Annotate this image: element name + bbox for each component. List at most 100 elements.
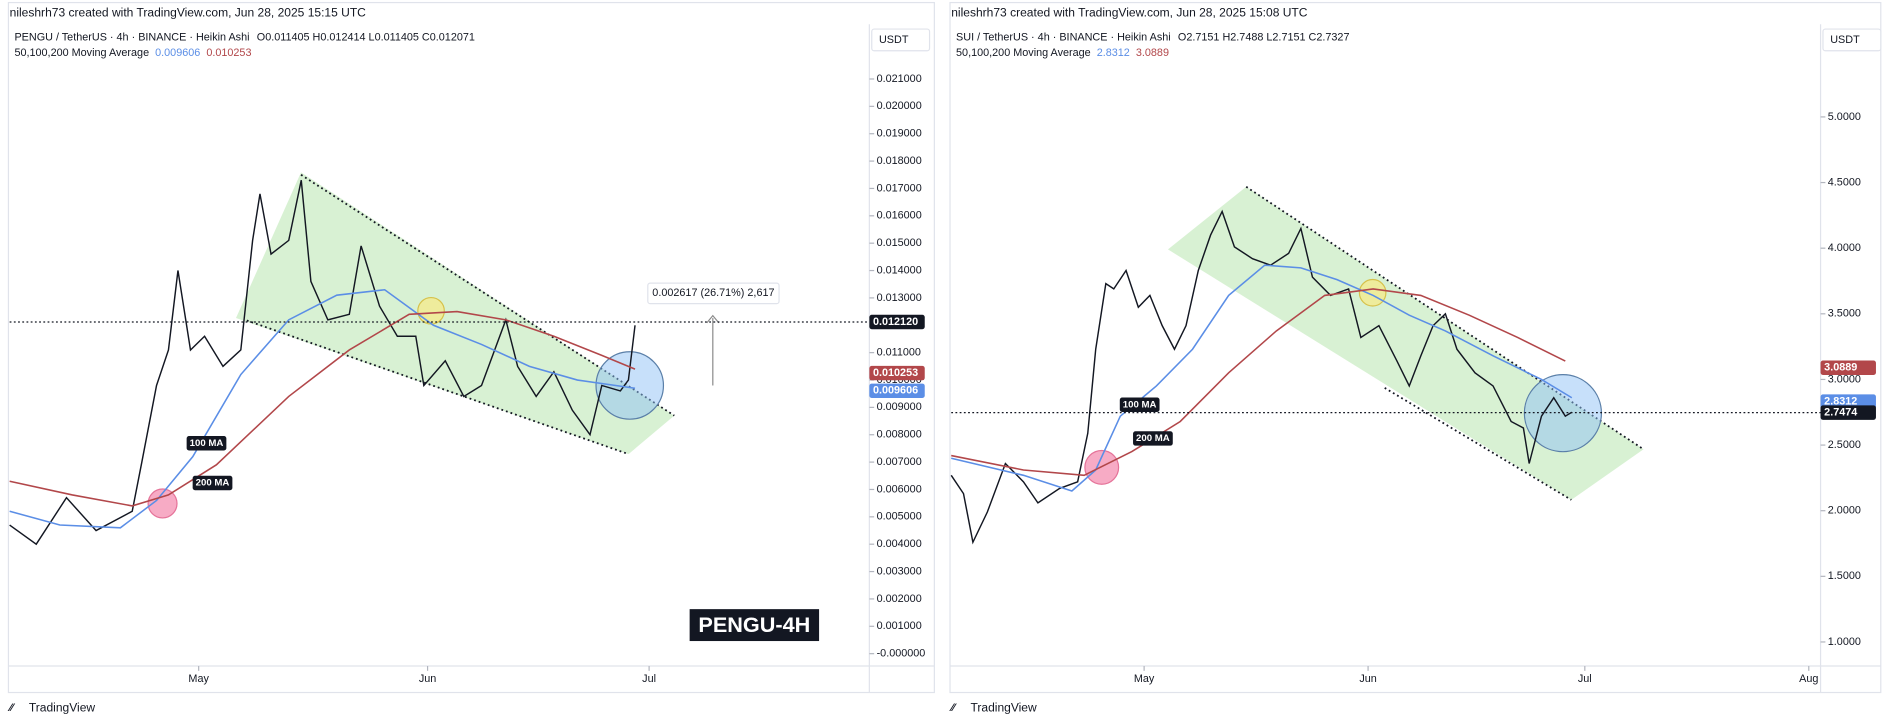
last-price-tag-label: 0.012120 xyxy=(873,316,918,328)
watermark: PENGU-4H xyxy=(698,612,810,637)
footer-logo: ⁄⁄ xyxy=(8,702,16,714)
measure-arrow xyxy=(706,314,720,324)
ma-line: 50,100,200 Moving Average 0.009606 0.01025… xyxy=(14,47,251,59)
ma-price-tag-label: 0.010253 xyxy=(873,367,918,379)
y-tick-label: 0.003000 xyxy=(877,565,922,577)
x-tick-label: Jun xyxy=(419,673,436,685)
measure-label: 0.002617 (26.71%) 2,617 xyxy=(652,287,774,299)
y-tick-label: -0.000000 xyxy=(877,648,926,660)
y-tick-label: 0.020000 xyxy=(877,100,922,112)
last-price-tag-label: 2.7474 xyxy=(1824,406,1857,418)
y-tick-label: 0.021000 xyxy=(877,73,922,85)
ma-title: 50,100,200 Moving Average xyxy=(956,47,1091,59)
symbol: SUI / TetherUS · 4h · BINANCE · Heikin A… xyxy=(956,31,1171,43)
watermark-box xyxy=(687,607,821,643)
x-tick-label: May xyxy=(188,673,209,685)
ma-price-tag xyxy=(1820,394,1876,409)
channel xyxy=(1167,186,1644,500)
ma-title: 50,100,200 Moving Average xyxy=(14,47,149,59)
trendline xyxy=(300,174,675,417)
chart-panel xyxy=(7,1,935,694)
y-tick-label: 0.007000 xyxy=(877,456,922,468)
y-tick-label: 4.5000 xyxy=(1828,176,1861,188)
panel-frame xyxy=(7,1,935,694)
symbol-line: SUI / TetherUS · 4h · BINANCE · Heikin A… xyxy=(956,31,1349,43)
x-tick-label: Jul xyxy=(642,673,656,685)
ma-value: 0.010253 xyxy=(206,47,251,59)
ma-price-tag-label: 3.0889 xyxy=(1824,362,1857,374)
cross-marker xyxy=(417,296,445,325)
x-tick-label: Jun xyxy=(1359,673,1376,685)
y-tick-label: 0.001000 xyxy=(877,620,922,632)
ma-name: 200 MA xyxy=(1136,433,1170,444)
credit: nileshrh73 created with TradingView.com,… xyxy=(951,6,1308,20)
y-tick-label: 0.014000 xyxy=(877,264,922,276)
x-tick-label: May xyxy=(1134,673,1155,685)
price-line xyxy=(950,209,1573,545)
y-tick-label: 0.017000 xyxy=(877,182,922,194)
y-tick-label: 1.5000 xyxy=(1828,570,1861,582)
ma-name-box xyxy=(192,475,233,491)
ma-price-tag xyxy=(869,383,925,399)
y-tick-label: 0.015000 xyxy=(877,237,922,249)
ma-line xyxy=(951,264,1573,492)
ma-price-tag xyxy=(1820,360,1876,375)
cross-marker xyxy=(147,488,178,519)
y-tick-label: 0.008000 xyxy=(877,429,922,441)
y-tick-label: 0.006000 xyxy=(877,483,922,495)
y-tick-label: 0.002000 xyxy=(877,593,922,605)
ma-value: 0.009606 xyxy=(155,47,200,59)
last-price-tag xyxy=(1820,405,1876,420)
measure-box xyxy=(647,282,780,305)
ma-price-tag-label: 0.009606 xyxy=(873,385,918,397)
footer: TradingView xyxy=(29,700,96,714)
credit: nileshrh73 created with TradingView.com,… xyxy=(10,6,367,20)
ma-value: 2.8312 xyxy=(1097,47,1130,59)
ma-line xyxy=(951,288,1566,477)
currency: USDT xyxy=(879,34,909,46)
ma-name: 200 MA xyxy=(196,478,230,489)
breakout-marker xyxy=(595,351,665,420)
y-tick-label: 5.0000 xyxy=(1828,111,1861,123)
symbol: PENGU / TetherUS · 4h · BINANCE · Heikin… xyxy=(14,31,249,43)
chart-panel xyxy=(949,1,1882,694)
price-line xyxy=(9,180,636,546)
y-tick-label: 3.0000 xyxy=(1828,373,1861,385)
x-tick-label: Aug xyxy=(1799,673,1818,685)
y-tick-label: 0.013000 xyxy=(877,292,922,304)
y-tick-label: 4.0000 xyxy=(1828,242,1861,254)
ma-line xyxy=(9,288,636,529)
y-tick-label: 0.004000 xyxy=(877,538,922,550)
wedge xyxy=(236,172,675,455)
ma-name-box xyxy=(1133,431,1173,446)
cross-marker xyxy=(1358,278,1387,307)
ma-name-box xyxy=(1119,397,1160,412)
ma-name-box xyxy=(186,436,227,451)
ma-line xyxy=(9,310,636,507)
ma-price-tag xyxy=(869,365,925,381)
ma-price-tag-label: 2.8312 xyxy=(1824,395,1857,407)
y-tick-label: 0.018000 xyxy=(877,155,922,167)
y-tick-label: 0.009000 xyxy=(877,401,922,413)
currency: USDT xyxy=(1830,34,1860,46)
ohlc: O2.7151 H2.7488 L2.7151 C2.7327 xyxy=(1178,31,1350,43)
last-price-tag xyxy=(869,314,925,330)
ma-name: 100 MA xyxy=(190,438,224,449)
footer: TradingView xyxy=(970,700,1037,714)
currency-box xyxy=(1822,28,1882,52)
y-tick-label: 0.005000 xyxy=(877,511,922,523)
panel-frame xyxy=(949,1,1882,694)
ohlc: O0.011405 H0.012414 L0.011405 C0.012071 xyxy=(257,31,475,43)
y-tick-label: 3.5000 xyxy=(1828,308,1861,320)
y-tick-label: 2.5000 xyxy=(1828,439,1861,451)
ma-value: 3.0889 xyxy=(1136,47,1169,59)
left-annotations xyxy=(147,172,720,519)
currency-box xyxy=(871,28,931,52)
symbol-line: PENGU / TetherUS · 4h · BINANCE · Heikin… xyxy=(14,31,474,43)
ma-name: 100 MA xyxy=(1123,399,1157,410)
x-tick-label: Jul xyxy=(1578,673,1592,685)
y-tick-label: 2.0000 xyxy=(1828,505,1861,517)
